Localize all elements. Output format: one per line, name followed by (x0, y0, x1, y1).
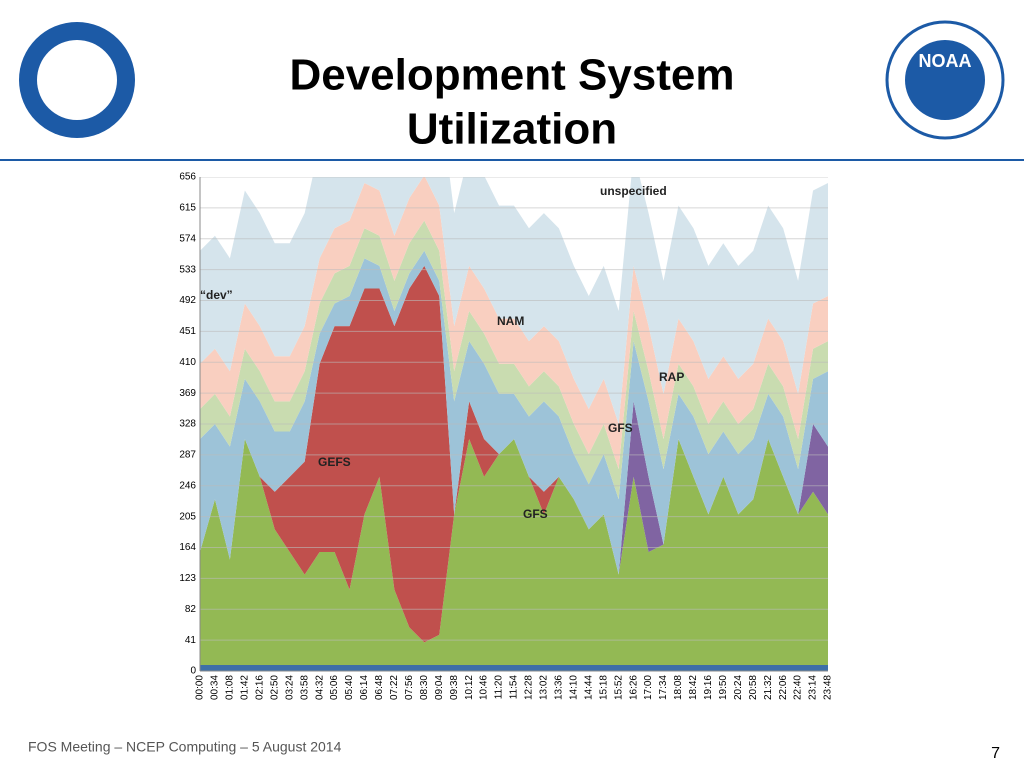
x-tick-label: 01:42 (239, 675, 250, 700)
y-tick-label: 82 (185, 604, 197, 615)
noaa-logo-text: NOAA (919, 51, 972, 71)
area-series (200, 664, 828, 671)
x-tick-label: 22:40 (793, 675, 804, 700)
x-tick-label: 14:44 (583, 675, 594, 700)
y-tick-label: 533 (179, 264, 196, 275)
area-series (200, 265, 828, 643)
x-tick-label: 15:52 (613, 675, 624, 700)
axes: 0 41 82 123 164 205 246 287 328 369 410 451 492 533 57… (179, 172, 833, 700)
area-series (200, 220, 828, 500)
x-tick-label: 19:16 (703, 675, 714, 700)
x-tick-label: 06:14 (359, 675, 370, 700)
x-tick-label: 21:32 (763, 675, 774, 700)
x-tick-label: 10:46 (479, 675, 490, 700)
x-tick-label: 18:08 (673, 675, 684, 700)
y-tick-label: 369 (179, 388, 196, 399)
x-tick-label: 22:06 (778, 675, 789, 700)
x-tick-label: 20:58 (748, 675, 759, 700)
x-tick-label: 01:08 (225, 675, 236, 700)
y-tick-label: 451 (179, 326, 196, 337)
footer: FOS Meeting – NCEP Computing – 5 August … (28, 739, 342, 755)
annotation: “dev” (200, 288, 233, 302)
y-tick-label: 615 (179, 203, 196, 214)
page-number: 7 (991, 745, 1000, 762)
x-tick-label: 06:48 (374, 675, 385, 700)
y-tick-label: 123 (179, 573, 196, 584)
x-tick-label: 04:32 (314, 675, 325, 700)
x-tick-label: 02:50 (269, 675, 280, 700)
annotation: NAM (497, 314, 524, 328)
y-tick-label: 656 (179, 172, 196, 183)
x-tick-label: 20:24 (733, 675, 744, 700)
x-tick-label: 03:24 (284, 675, 295, 700)
annotation: GFS (608, 421, 633, 435)
noaa-logo-inner (905, 40, 985, 120)
plot-area (200, 177, 828, 671)
x-tick-label: 08:30 (419, 675, 430, 700)
x-tick-label: 03:58 (299, 675, 310, 700)
y-tick-label: 574 (179, 233, 196, 244)
y-tick-label: 246 (179, 480, 196, 491)
x-tick-label: 05:40 (344, 675, 355, 700)
y-tick-label: 41 (185, 635, 197, 646)
x-tick-label: 09:04 (434, 675, 445, 700)
area-series (200, 250, 828, 575)
x-tick-label: 13:02 (539, 675, 550, 700)
annotation: GEFS (318, 455, 351, 469)
x-tick-label: 05:06 (329, 675, 340, 700)
x-tick-label: 23:14 (808, 675, 819, 700)
x-tick-label: 16:26 (628, 675, 639, 700)
x-tick-label: 00:00 (195, 675, 206, 700)
x-tick-label: 17:34 (658, 675, 669, 700)
x-tick-label: 15:18 (598, 675, 609, 700)
x-tick-label: 14:10 (568, 675, 579, 700)
x-tick-label: 09:38 (449, 675, 460, 700)
x-tick-label: 19:50 (718, 675, 729, 700)
x-tick-label: 00:34 (210, 675, 221, 700)
y-tick-label: 205 (179, 511, 196, 522)
area-series (200, 439, 828, 665)
y-tick-label: 328 (179, 419, 196, 430)
annotation: GFS (523, 507, 548, 521)
y-tick-label: 164 (179, 542, 196, 553)
annotation: unspecified (600, 184, 667, 198)
x-tick-label: 12:28 (524, 675, 535, 700)
y-tick-label: 492 (179, 295, 196, 306)
x-tick-label: 11:54 (509, 675, 520, 700)
x-tick-label: 17:00 (643, 675, 654, 700)
area-series (200, 177, 828, 470)
x-tick-label: 11:20 (494, 675, 505, 700)
x-tick-label: 18:42 (688, 675, 699, 700)
annotation: RAP (659, 370, 684, 384)
slide-title: Utilization (407, 105, 617, 154)
x-tick-label: 07:56 (404, 675, 415, 700)
y-tick-label: 410 (179, 357, 196, 368)
x-tick-label: 23:48 (823, 675, 834, 700)
y-tick-label: 0 (190, 666, 196, 677)
slide-title: Development System (289, 51, 734, 100)
x-tick-label: 07:22 (389, 675, 400, 700)
commerce-logo-inner (37, 40, 117, 120)
y-tick-label: 287 (179, 450, 196, 461)
x-tick-label: 02:16 (254, 675, 265, 700)
x-tick-label: 10:12 (464, 675, 475, 700)
x-tick-label: 13:36 (553, 675, 564, 700)
